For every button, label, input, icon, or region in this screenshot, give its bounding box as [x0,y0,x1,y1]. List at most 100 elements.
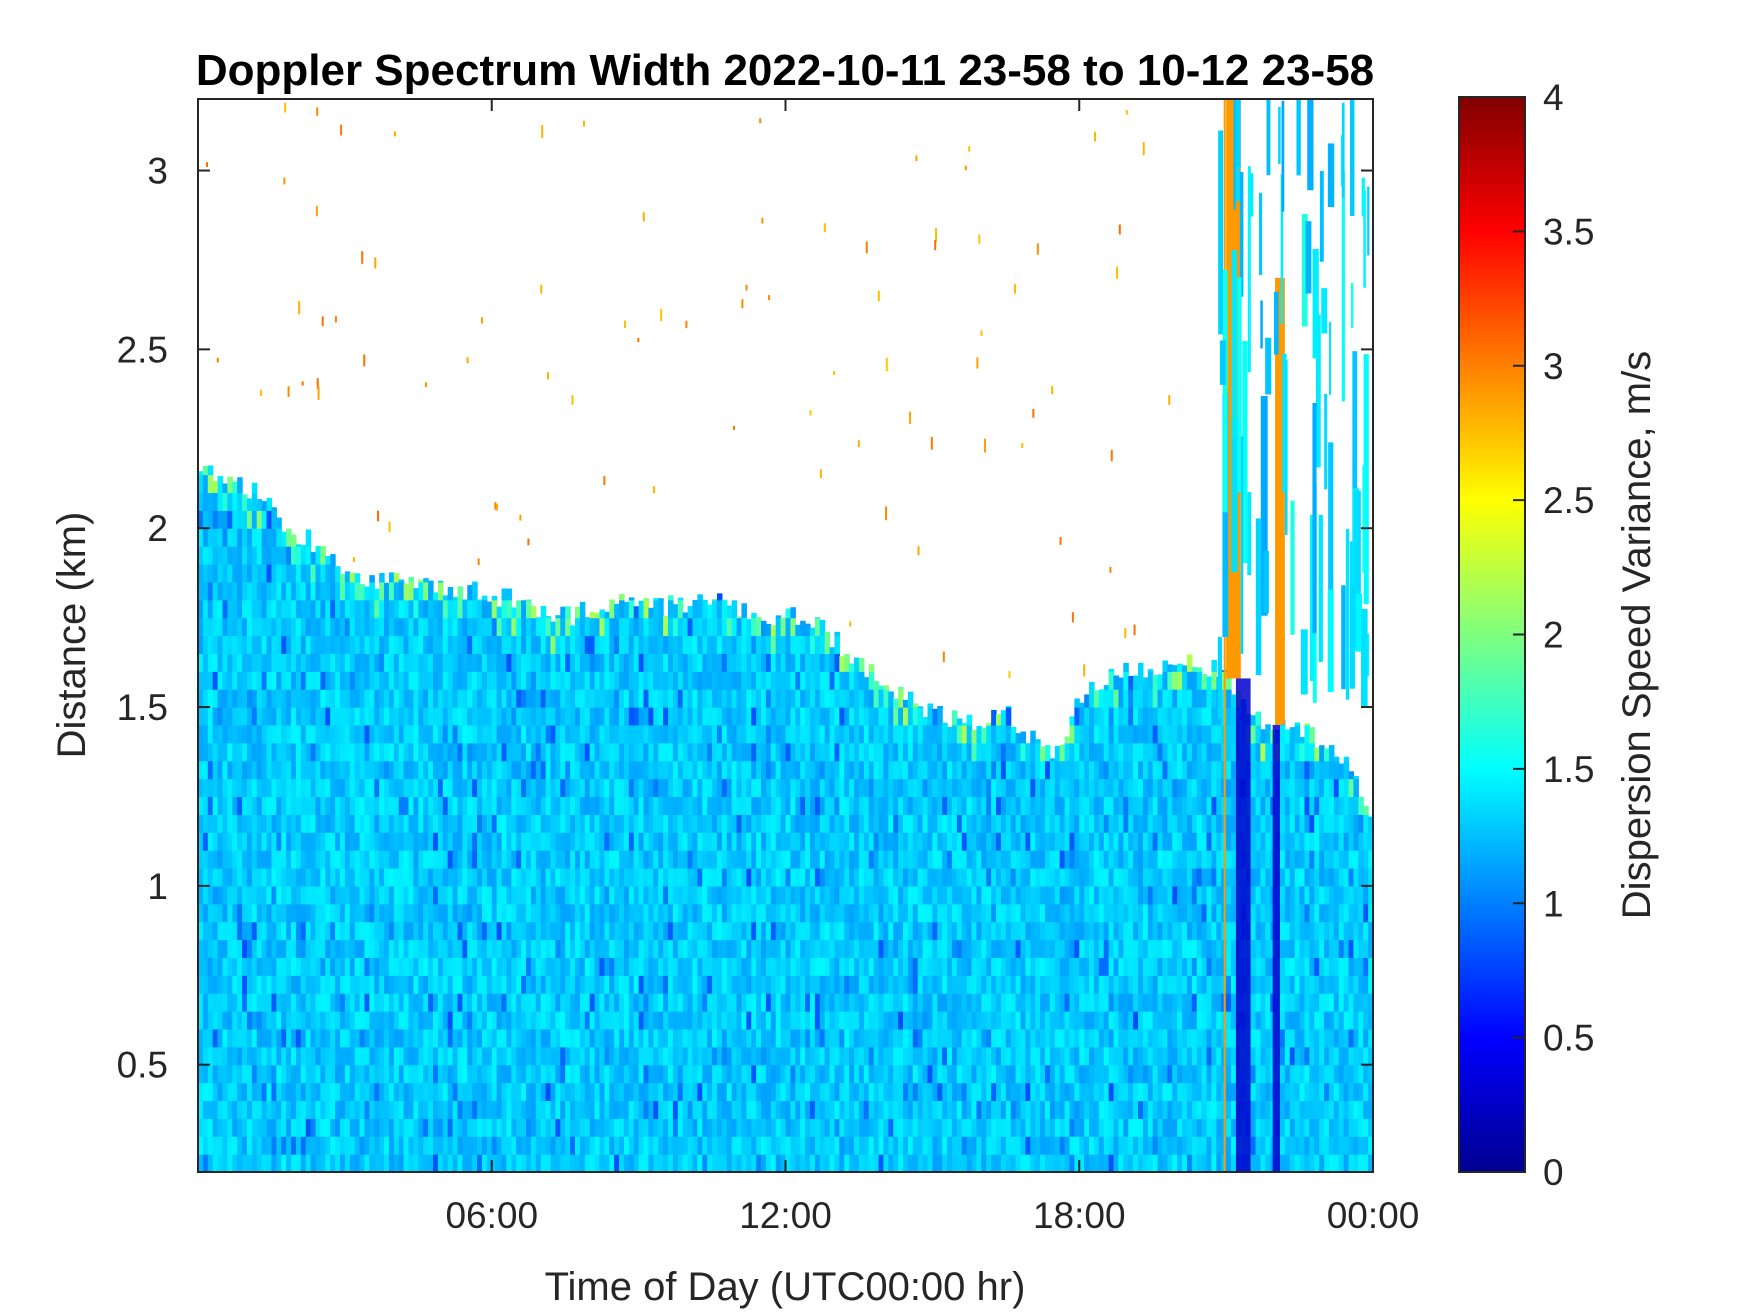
heatmap-cell [398,957,405,976]
heatmap-cell [516,1100,522,1119]
heatmap-cell [849,663,855,672]
heatmap-cell [501,993,508,1012]
heatmap-cell [447,867,454,887]
heatmap-cell [643,921,650,941]
heatmap-cell [912,1064,919,1084]
heatmap-cell [599,975,605,994]
heatmap-cell [741,1118,747,1137]
heatmap-cell [668,1011,674,1030]
heatmap-cell [903,742,909,762]
heatmap-cell [237,742,243,762]
heatmap-cell [726,885,733,905]
heatmap-cell [212,742,219,762]
heatmap-cell [398,796,405,815]
heatmap-cell [726,814,733,833]
heatmap-cell [643,903,650,923]
heatmap-cell [858,658,865,672]
heatmap-cell [785,724,791,744]
heatmap-cell [829,1064,836,1084]
heatmap-cell [339,617,346,637]
heatmap-cell [418,832,424,851]
heatmap-cell [501,1064,508,1084]
heatmap-cell [286,921,292,941]
heatmap-cell [349,689,356,708]
heatmap-cell [398,1011,405,1030]
heatmap-cell [437,939,444,958]
heatmap-cell [393,724,400,744]
heatmap-cell [256,1100,263,1119]
heatmap-cell [344,993,351,1012]
heatmap-cell [633,1154,640,1172]
heatmap-cell [403,1136,410,1155]
heatmap-cell [320,635,326,654]
heatmap-cell [526,903,532,923]
heatmap-cell [907,850,914,869]
heatmap-cell [609,707,615,726]
heatmap-cell [599,885,605,905]
heatmap-cell [428,580,434,583]
heatmap-cell [354,707,361,726]
heatmap-cell [369,617,375,637]
heatmap-cell [653,653,659,672]
heatmap-cell [628,867,635,887]
heatmap-cell [741,778,747,798]
heatmap-cell [237,1011,243,1030]
heatmap-cell [604,707,610,726]
heatmap-cell [668,724,674,744]
heatmap-cell [682,1082,689,1102]
heatmap-cell [863,975,870,994]
heatmap-cell [251,528,258,547]
heatmap-cell [472,1100,478,1119]
heatmap-cell [237,707,243,726]
heatmap-cell [849,885,855,905]
heatmap-cell [668,975,674,994]
heatmap-cell [256,760,263,780]
heatmap-cell [854,671,860,690]
heatmap-cell [535,707,542,726]
heatmap-cell [423,867,429,887]
heatmap-cell [447,724,454,744]
heatmap-cell [731,707,738,726]
heatmap-cell [692,599,698,619]
heatmap-cell [633,975,640,994]
heatmap-cell [903,724,909,744]
heatmap-cell [246,939,253,958]
heatmap-cell [565,796,571,815]
heatmap-cell [364,1136,370,1155]
heatmap-cell [858,921,865,941]
heatmap-cell [198,832,204,851]
heatmap-cell [614,885,620,905]
heatmap-cell [824,867,831,887]
heatmap-cell [530,867,537,887]
heatmap-cell [251,850,258,869]
heatmap-cell [550,621,556,637]
heatmap-cell [619,1028,625,1048]
heatmap-cell [242,796,248,815]
heatmap-cell [330,671,336,690]
heatmap-cell [481,885,488,905]
heatmap-cell [217,653,224,672]
heatmap-cell [344,1046,351,1066]
heatmap-cell [922,1154,929,1172]
heatmap-cell [550,939,556,958]
heatmap-cell [663,885,669,905]
heatmap-cell [506,832,512,851]
heatmap-cell [746,742,752,762]
heatmap-cell [217,975,224,994]
heatmap-cell [413,1136,419,1155]
heatmap-cell [276,1028,282,1048]
heatmap-cell [442,921,449,941]
heatmap-cell [447,1011,454,1030]
heatmap-cell [462,814,468,833]
heatmap-cell [648,635,654,654]
heatmap-cell [511,1028,517,1048]
heatmap-cell [692,742,698,762]
heatmap-cell [266,653,273,672]
heatmap-cell [579,1064,586,1084]
heatmap-cell [521,885,527,905]
heatmap-cell [623,850,630,869]
heatmap-cell [819,796,826,815]
heatmap-cell [599,993,605,1012]
heatmap-cell [751,653,757,672]
heatmap-cell [251,903,258,923]
